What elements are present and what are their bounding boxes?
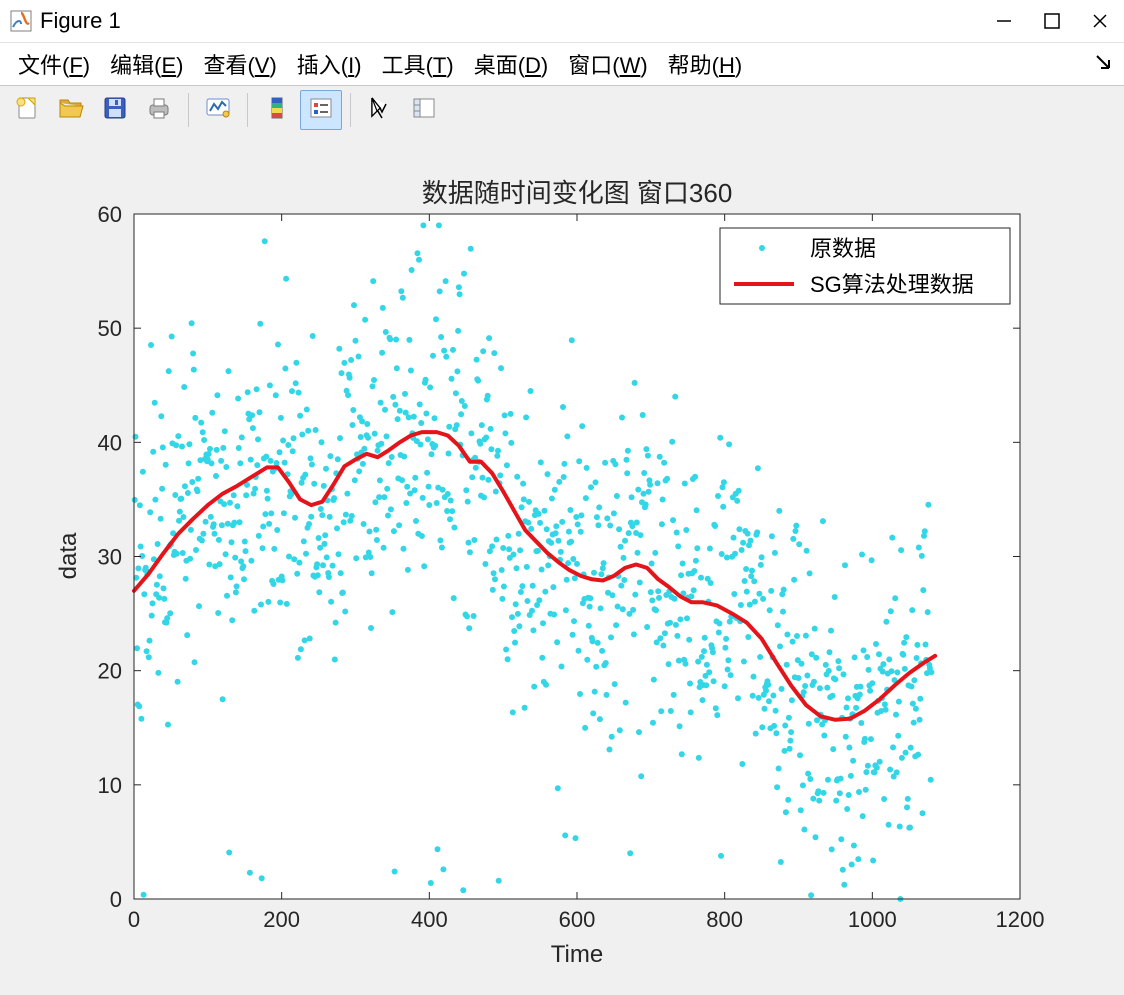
toolbar-save-button[interactable]	[94, 90, 136, 130]
maximize-button[interactable]	[1028, 0, 1076, 42]
close-button[interactable]	[1076, 0, 1124, 42]
minimize-button[interactable]	[980, 0, 1028, 42]
colorbar-icon	[263, 94, 291, 127]
toolbar-separator	[188, 93, 189, 127]
toolbar-separator	[247, 93, 248, 127]
toolbar-edit-plot-button[interactable]	[359, 90, 401, 130]
menu-i[interactable]: 插入(I)	[287, 48, 372, 80]
dock-arrow-icon[interactable]	[1094, 53, 1114, 78]
svg-text:50: 50	[98, 316, 122, 341]
menu-w[interactable]: 窗口(W)	[558, 48, 657, 80]
svg-text:600: 600	[559, 907, 596, 932]
toolbar-legend-button[interactable]	[300, 90, 342, 130]
chart-title: 数据随时间变化图 窗口360	[422, 178, 733, 208]
window-titlebar: Figure 1	[0, 0, 1124, 43]
svg-text:40: 40	[98, 430, 122, 455]
svg-text:20: 20	[98, 659, 122, 684]
legend-icon	[307, 94, 335, 127]
toolbar-colorbar-button[interactable]	[256, 90, 298, 130]
legend-box[interactable]: 原数据 SG算法处理数据	[720, 228, 1010, 304]
figure-toolbar	[0, 85, 1124, 135]
menu-e[interactable]: 编辑(E)	[100, 48, 193, 80]
legend-marker-icon	[759, 245, 765, 251]
svg-text:400: 400	[411, 907, 448, 932]
plot-tools-icon	[410, 94, 438, 127]
svg-text:800: 800	[706, 907, 743, 932]
link-axes-icon	[204, 94, 232, 127]
menu-h[interactable]: 帮助(H)	[658, 48, 753, 80]
toolbar-link-axes-button[interactable]	[197, 90, 239, 130]
toolbar-new-figure-button[interactable]	[6, 90, 48, 130]
matlab-figure-icon	[10, 10, 32, 32]
figure-canvas: 0 200 400 600 800 1000 1200 0 10 20 30 40 50 60 数据随时…	[0, 132, 1124, 995]
svg-text:200: 200	[263, 907, 300, 932]
toolbar-open-button[interactable]	[50, 90, 92, 130]
menu-f[interactable]: 文件(F)	[8, 48, 100, 80]
save-icon	[101, 94, 129, 127]
window-title: Figure 1	[40, 8, 121, 34]
svg-text:0: 0	[128, 907, 140, 932]
legend-item-2-label: SG算法处理数据	[810, 272, 974, 297]
menu-bar: 文件(F)编辑(E)查看(V)插入(I)工具(T)桌面(D)窗口(W)帮助(H)	[0, 43, 1124, 85]
svg-text:0: 0	[110, 887, 122, 912]
axes-background	[134, 214, 1020, 899]
edit-plot-icon	[366, 94, 394, 127]
svg-text:30: 30	[98, 545, 122, 570]
y-axis-label: data	[55, 532, 82, 579]
menu-d[interactable]: 桌面(D)	[464, 48, 559, 80]
toolbar-plot-tools-button[interactable]	[403, 90, 445, 130]
legend-item-1-label: 原数据	[810, 236, 876, 261]
toolbar-print-button[interactable]	[138, 90, 180, 130]
print-icon	[145, 94, 173, 127]
menu-v[interactable]: 查看(V)	[193, 48, 286, 80]
svg-text:60: 60	[98, 202, 122, 227]
new-figure-icon	[13, 94, 41, 127]
svg-text:1000: 1000	[848, 907, 897, 932]
x-axis-label: Time	[551, 941, 603, 968]
toolbar-separator	[350, 93, 351, 127]
svg-text:10: 10	[98, 773, 122, 798]
menu-t[interactable]: 工具(T)	[372, 48, 464, 80]
open-icon	[57, 94, 85, 127]
svg-text:1200: 1200	[996, 907, 1045, 932]
